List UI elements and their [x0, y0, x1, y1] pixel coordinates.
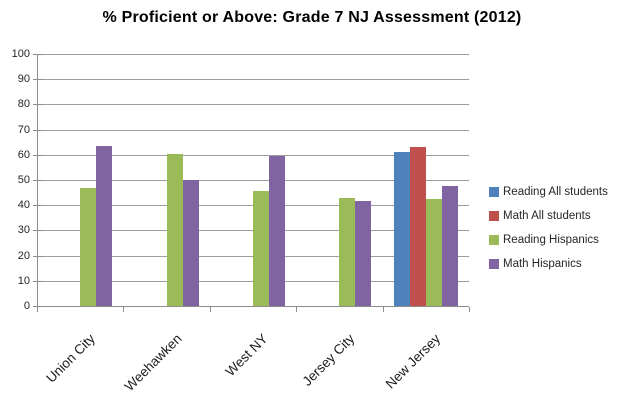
y-axis	[37, 54, 38, 307]
x-category-label-new-jersey: New Jersey	[382, 331, 444, 392]
bar-math-hispanics-jersey-city	[355, 201, 371, 306]
legend-item-math-hispanics: Math Hispanics	[489, 257, 582, 271]
x-tick-mark-1	[123, 307, 124, 312]
y-tick-label-30: 30	[17, 224, 30, 236]
legend-swatch-math-hispanics	[489, 259, 499, 269]
chart-title: % Proficient or Above: Grade 7 NJ Assess…	[102, 9, 522, 26]
gridline-70	[37, 130, 469, 131]
legend-swatch-reading-all-students	[489, 187, 499, 197]
bar-math-hispanics-west-ny	[269, 156, 285, 306]
bar-reading-hispanics-weehawken	[167, 154, 183, 306]
x-category-label-union-city: Union City	[43, 331, 98, 386]
legend-item-math-all-students: Math All students	[489, 209, 591, 223]
bar-math-all-students-new-jersey	[410, 147, 426, 306]
gridline-90	[37, 79, 469, 80]
gridline-60	[37, 155, 469, 156]
x-tick-mark-3	[296, 307, 297, 312]
y-tick-label-60: 60	[17, 149, 30, 161]
bar-math-hispanics-new-jersey	[442, 186, 458, 306]
bar-reading-hispanics-new-jersey	[426, 199, 442, 306]
x-tick-mark-0	[37, 307, 38, 312]
x-tick-mark-2	[210, 307, 211, 312]
gridline-50	[37, 180, 469, 181]
legend-item-reading-hispanics: Reading Hispanics	[489, 233, 599, 247]
bar-reading-hispanics-west-ny	[253, 191, 269, 306]
legend-item-reading-all-students: Reading All students	[489, 185, 608, 199]
legend-label-reading-hispanics: Reading Hispanics	[503, 234, 599, 246]
x-category-label-jersey-city: Jersey City	[299, 331, 358, 389]
y-tick-label-40: 40	[17, 199, 30, 211]
y-tick-label-50: 50	[17, 174, 30, 186]
y-tick-label-80: 80	[17, 98, 30, 110]
x-axis	[33, 306, 469, 307]
y-tick-label-0: 0	[23, 300, 30, 312]
x-tick-mark-4	[383, 307, 384, 312]
x-category-label-weehawken: Weehawken	[121, 331, 185, 394]
legend-label-reading-all-students: Reading All students	[503, 186, 608, 198]
gridline-80	[37, 104, 469, 105]
legend-swatch-math-all-students	[489, 211, 499, 221]
y-tick-label-70: 70	[17, 124, 30, 136]
y-tick-label-10: 10	[17, 275, 30, 287]
legend-swatch-reading-hispanics	[489, 235, 499, 245]
bar-math-hispanics-weehawken	[183, 180, 199, 306]
x-tick-mark-5	[469, 307, 470, 312]
y-tick-label-90: 90	[17, 73, 30, 85]
bar-reading-hispanics-jersey-city	[339, 198, 355, 306]
bar-reading-hispanics-union-city	[80, 188, 96, 306]
legend-label-math-all-students: Math All students	[503, 210, 591, 222]
legend-label-math-hispanics: Math Hispanics	[503, 258, 582, 270]
y-tick-label-100: 100	[11, 48, 30, 60]
x-category-label-west-ny: West NY	[222, 331, 271, 380]
gridline-100	[37, 54, 469, 55]
y-tick-label-20: 20	[17, 250, 30, 262]
bar-math-hispanics-union-city	[96, 146, 112, 306]
bar-reading-all-students-new-jersey	[394, 152, 410, 306]
